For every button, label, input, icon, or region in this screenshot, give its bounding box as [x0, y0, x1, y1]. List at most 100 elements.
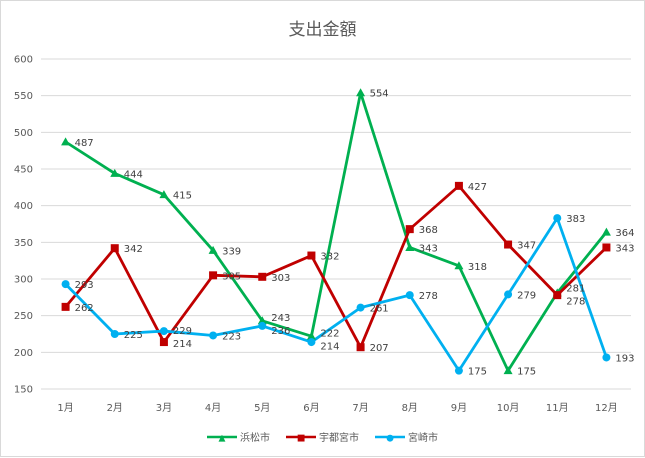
x-tick-label: 8月	[402, 402, 418, 414]
triangle-marker	[208, 245, 218, 254]
y-tick-label: 250	[14, 311, 33, 322]
data-label: 278	[566, 297, 585, 308]
circle-marker	[454, 366, 463, 375]
data-label: 281	[566, 284, 585, 295]
data-label: 293	[75, 280, 94, 291]
x-tick-label: 11月	[546, 402, 569, 414]
y-tick-label: 150	[14, 385, 33, 396]
data-label: 229	[173, 326, 192, 337]
data-label: 243	[271, 313, 290, 324]
x-tick-label: 7月	[352, 402, 368, 414]
x-tick-label: 4月	[205, 402, 221, 414]
x-tick-label: 1月	[57, 402, 73, 414]
circle-marker	[61, 280, 70, 289]
y-tick-label: 450	[14, 165, 33, 176]
data-label: 364	[615, 228, 634, 239]
svg-text:●: ●	[386, 433, 394, 442]
data-label: 342	[124, 244, 143, 255]
data-label: 554	[370, 89, 389, 100]
data-label: 487	[75, 138, 94, 149]
data-label: 339	[222, 246, 241, 257]
y-tick-label: 500	[14, 128, 33, 139]
legend-label: 宮崎市	[408, 433, 438, 444]
data-label: 383	[566, 214, 585, 225]
circle-marker	[110, 330, 119, 338]
data-label: 427	[468, 182, 487, 193]
x-tick-label: 5月	[254, 402, 270, 414]
triangle-marker	[159, 190, 169, 199]
data-label: 175	[517, 367, 536, 378]
data-label: 214	[320, 342, 339, 353]
y-tick-label: 200	[14, 348, 33, 359]
circle-marker	[356, 303, 365, 312]
triangle-marker	[61, 137, 71, 146]
data-label: 343	[419, 243, 438, 254]
data-label: 193	[615, 353, 634, 364]
data-label: 444	[124, 169, 143, 180]
data-label: 279	[517, 290, 536, 301]
data-label: 207	[370, 343, 389, 354]
square-marker	[209, 271, 218, 280]
svg-text:■: ■	[297, 433, 306, 442]
square-marker	[405, 225, 414, 234]
legend-item: ● 宮崎市	[375, 429, 438, 444]
circle-marker	[602, 353, 611, 362]
y-tick-label: 550	[14, 91, 33, 102]
square-marker	[110, 244, 119, 253]
data-label: 223	[222, 331, 241, 342]
triangle-marker	[503, 366, 513, 375]
data-label: 318	[468, 262, 487, 273]
svg-text:▲: ▲	[219, 433, 226, 442]
square-marker	[61, 302, 70, 311]
square-marker	[307, 251, 316, 260]
data-label: 343	[615, 243, 634, 254]
legend-triangle-icon: ▲	[207, 433, 237, 442]
data-label: 303	[271, 273, 290, 284]
triangle-marker	[306, 331, 316, 340]
square-marker	[454, 181, 463, 190]
series-line	[64, 184, 608, 349]
triangle-marker	[601, 227, 611, 236]
square-marker	[553, 291, 562, 300]
data-label: 262	[75, 303, 94, 314]
legend-item: ▲ 浜松市	[207, 429, 270, 444]
legend: ▲ 浜松市 ■ 宇都宮市 ● 宮崎市	[1, 429, 644, 444]
circle-marker	[159, 327, 168, 336]
circle-marker	[553, 214, 562, 223]
data-label: 332	[320, 252, 339, 263]
data-label: 347	[517, 241, 536, 252]
y-tick-label: 400	[14, 201, 33, 212]
circle-marker	[504, 290, 513, 299]
data-label: 236	[271, 326, 290, 337]
data-label: 222	[320, 329, 339, 340]
data-label: 225	[124, 330, 143, 341]
data-label: 175	[468, 367, 487, 378]
data-label: 261	[370, 304, 389, 315]
x-tick-label: 12月	[595, 402, 618, 414]
data-label: 305	[222, 271, 241, 282]
circle-marker	[258, 321, 267, 330]
triangle-marker	[405, 242, 415, 251]
triangle-marker	[454, 261, 464, 270]
legend-square-icon: ■	[286, 433, 316, 442]
x-tick-label: 9月	[451, 402, 467, 414]
legend-label: 浜松市	[240, 433, 270, 444]
square-marker	[258, 272, 267, 281]
data-label: 415	[173, 191, 192, 202]
chart-title: 支出金額	[288, 20, 357, 40]
data-label: 278	[419, 291, 438, 302]
triangle-marker	[110, 168, 120, 177]
x-tick-label: 2月	[107, 402, 123, 414]
legend-circle-icon: ●	[375, 433, 405, 442]
y-tick-label: 350	[14, 238, 33, 249]
x-tick-label: 3月	[156, 402, 172, 414]
circle-marker	[307, 338, 316, 347]
y-tick-label: 600	[14, 55, 33, 66]
square-marker	[602, 243, 611, 252]
legend-item: ■ 宇都宮市	[286, 429, 359, 444]
square-marker	[356, 343, 365, 352]
legend-label: 宇都宮市	[319, 433, 359, 444]
data-label: 368	[419, 225, 438, 236]
